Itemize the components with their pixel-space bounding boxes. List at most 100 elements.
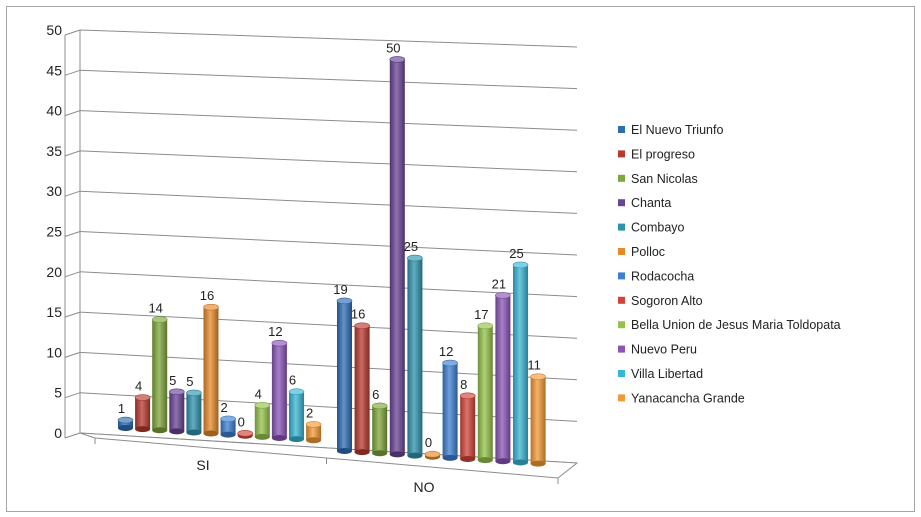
- side-wall-gridline: [64, 351, 81, 358]
- y-tick-label: 45: [46, 62, 62, 78]
- legend-label: Villa Libertad: [631, 367, 703, 381]
- bar-no-bella-union-de-jesus-maria-toldopata: [477, 322, 494, 464]
- legend-swatch: [618, 174, 625, 182]
- side-wall-gridline: [64, 150, 81, 157]
- gridline: [79, 110, 578, 131]
- side-wall-gridline: [64, 110, 81, 117]
- legend-swatch: [618, 370, 625, 377]
- y-tick-label: 30: [46, 183, 62, 199]
- legend-label: Nuevo Peru: [631, 343, 697, 357]
- bar-no-combayo: [407, 254, 423, 459]
- data-label: 4: [135, 379, 142, 394]
- bar-body: [306, 424, 322, 441]
- bar-no-rodacocha: [442, 359, 458, 461]
- bar-cap: [271, 339, 288, 347]
- legend-swatch: [618, 248, 625, 255]
- x-category-label: NO: [414, 479, 435, 495]
- bar-si-el-progreso: [134, 394, 151, 433]
- bar-body: [530, 376, 546, 464]
- bar-no-villa-libertad: [512, 261, 529, 466]
- bar-base: [135, 426, 151, 433]
- gridline: [79, 311, 578, 339]
- y-tick-label: 15: [46, 304, 62, 320]
- bar-body: [220, 418, 236, 435]
- data-label: 2: [220, 400, 227, 415]
- data-label: 5: [169, 373, 176, 388]
- data-label: 4: [255, 386, 262, 401]
- bar-cap: [254, 401, 271, 409]
- bar-cap: [495, 292, 511, 299]
- bar-cap: [186, 389, 202, 397]
- bar-body: [169, 391, 185, 432]
- bar-si-villa-libertad: [288, 388, 305, 443]
- bar-cap: [407, 254, 423, 262]
- bar-cap: [169, 388, 185, 396]
- bar-body: [254, 405, 270, 437]
- data-label: 6: [372, 387, 379, 402]
- bar-si-san-nicolas: [151, 316, 168, 434]
- bar-cap: [134, 394, 151, 401]
- bar-base: [442, 454, 458, 461]
- bar-no-chanta: [389, 56, 406, 458]
- bar-cap: [477, 322, 494, 330]
- bar-body: [135, 397, 151, 430]
- bar-cap: [442, 359, 458, 367]
- bar-base: [513, 459, 528, 466]
- bar-no-sogoron-alto: [459, 392, 476, 463]
- y-tick-label: 10: [46, 344, 62, 360]
- bar-cap: [512, 261, 529, 269]
- bar-cap: [371, 402, 388, 410]
- bar-cap: [237, 429, 253, 437]
- bar-base: [118, 425, 133, 431]
- data-label: 12: [268, 324, 282, 339]
- bar-base: [203, 430, 219, 437]
- data-label: 0: [238, 414, 245, 429]
- side-wall-gridline: [64, 29, 81, 36]
- bar-body: [337, 300, 352, 451]
- bar-si-bella-union-de-jesus-maria-toldopata: [254, 401, 271, 440]
- data-label: 6: [289, 373, 296, 388]
- side-wall-gridline: [64, 231, 81, 237]
- bar-base: [477, 457, 493, 464]
- data-label: 5: [186, 374, 193, 389]
- legend-label: Yanacancha Grande: [631, 391, 745, 405]
- legend-swatch: [618, 272, 625, 280]
- bar-si-el-nuevo-triunfo: [117, 416, 134, 431]
- bar-body: [186, 392, 202, 433]
- bar-no-san-nicolas: [371, 402, 388, 457]
- side-wall-gridline: [64, 69, 81, 76]
- side-wall-gridline: [64, 432, 81, 439]
- legend-swatch: [618, 321, 625, 329]
- gridline: [79, 150, 578, 173]
- bar-cap: [459, 392, 476, 400]
- y-tick-label: 0: [54, 425, 62, 441]
- legend-swatch: [618, 223, 625, 231]
- bar-cap: [424, 450, 441, 458]
- legend-label: Bella Union de Jesus Maria Toldopata: [631, 318, 841, 332]
- y-tick-label: 35: [46, 143, 62, 159]
- bar-cap: [203, 303, 219, 311]
- legend-label: Rodacocha: [631, 269, 694, 283]
- y-tick-label: 20: [46, 264, 62, 280]
- y-tick-label: 40: [46, 103, 62, 119]
- legend-swatch: [618, 296, 625, 304]
- bar-cap: [117, 416, 134, 424]
- bar-base: [186, 429, 202, 436]
- data-label: 19: [333, 282, 347, 297]
- bar-si-chanta: [169, 388, 185, 435]
- bar-base: [271, 435, 287, 442]
- bar-no-yanacancha-grande: [530, 373, 546, 467]
- data-label: 17: [474, 307, 488, 322]
- bar-no-polloc: [424, 450, 441, 460]
- legend-label: El progreso: [631, 147, 695, 161]
- bar-body: [203, 307, 219, 434]
- bar-base: [337, 448, 352, 454]
- bar-base: [372, 450, 388, 457]
- y-tick-label: 5: [54, 385, 62, 401]
- legend-swatch: [618, 345, 625, 353]
- bar-cap: [151, 316, 168, 323]
- legend-swatch: [618, 126, 625, 133]
- bar-no-el-nuevo-triunfo: [336, 297, 353, 454]
